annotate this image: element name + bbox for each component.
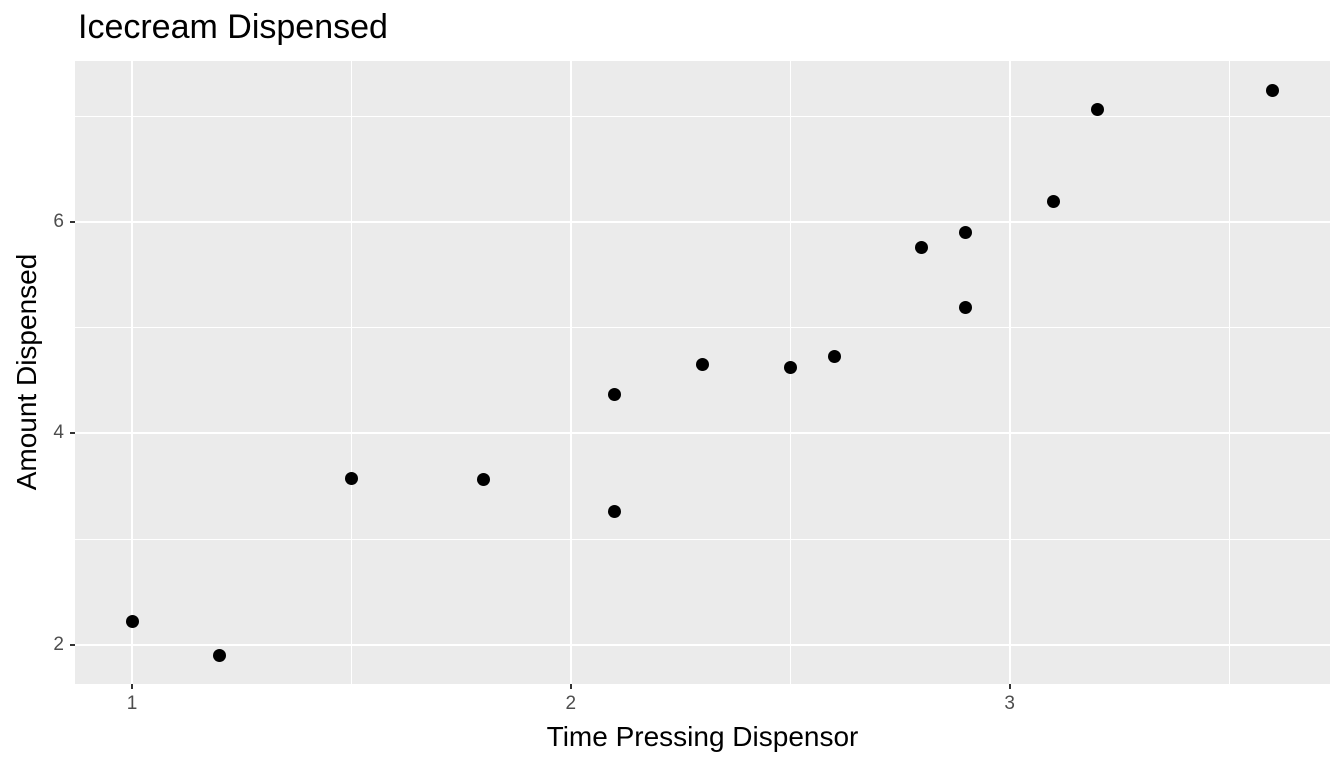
x-tick-mark bbox=[131, 684, 134, 689]
data-point bbox=[608, 505, 622, 519]
y-axis-title: Amount Dispensed bbox=[11, 253, 42, 491]
gridline-minor-y bbox=[75, 115, 1330, 117]
gridline-minor-x bbox=[1228, 61, 1230, 684]
y-tick-mark bbox=[70, 432, 75, 435]
data-point bbox=[125, 615, 139, 629]
gridline-minor-x bbox=[350, 61, 352, 684]
x-tick-mark bbox=[1008, 684, 1011, 689]
plot-panel bbox=[75, 61, 1330, 684]
data-point bbox=[827, 349, 841, 363]
gridline-minor-y bbox=[75, 327, 1330, 329]
y-tick-mark bbox=[70, 220, 75, 223]
y-tick-label: 2 bbox=[53, 633, 64, 655]
x-tick-label: 3 bbox=[1004, 693, 1015, 714]
gridline-major-y bbox=[75, 220, 1330, 223]
x-tick-label: 1 bbox=[126, 693, 138, 714]
gridline-major-x bbox=[131, 61, 134, 684]
x-tick-mark bbox=[569, 684, 572, 689]
data-point bbox=[1090, 103, 1104, 117]
data-point bbox=[476, 473, 490, 487]
data-point bbox=[915, 240, 929, 254]
data-point bbox=[696, 358, 709, 372]
x-axis-title: Time Pressing Dispensor bbox=[546, 721, 859, 752]
y-tick-mark bbox=[70, 643, 75, 646]
data-point bbox=[1266, 84, 1280, 98]
gridline-minor-y bbox=[75, 538, 1330, 540]
data-point bbox=[959, 300, 973, 314]
x-tick-label: 2 bbox=[565, 693, 577, 714]
gridline-major-y bbox=[75, 643, 1330, 646]
gridline-major-y bbox=[75, 432, 1330, 435]
chart-title: Icecream Dispensed bbox=[78, 8, 388, 46]
gridline-major-x bbox=[569, 61, 572, 684]
data-point bbox=[344, 472, 358, 486]
data-point bbox=[608, 387, 622, 401]
data-point bbox=[213, 648, 227, 662]
y-tick-label: 4 bbox=[53, 422, 64, 444]
gridline-major-x bbox=[1008, 61, 1011, 684]
y-tick-label: 6 bbox=[53, 210, 64, 232]
data-point bbox=[1047, 195, 1061, 209]
data-point bbox=[959, 225, 973, 239]
data-point bbox=[783, 361, 797, 375]
